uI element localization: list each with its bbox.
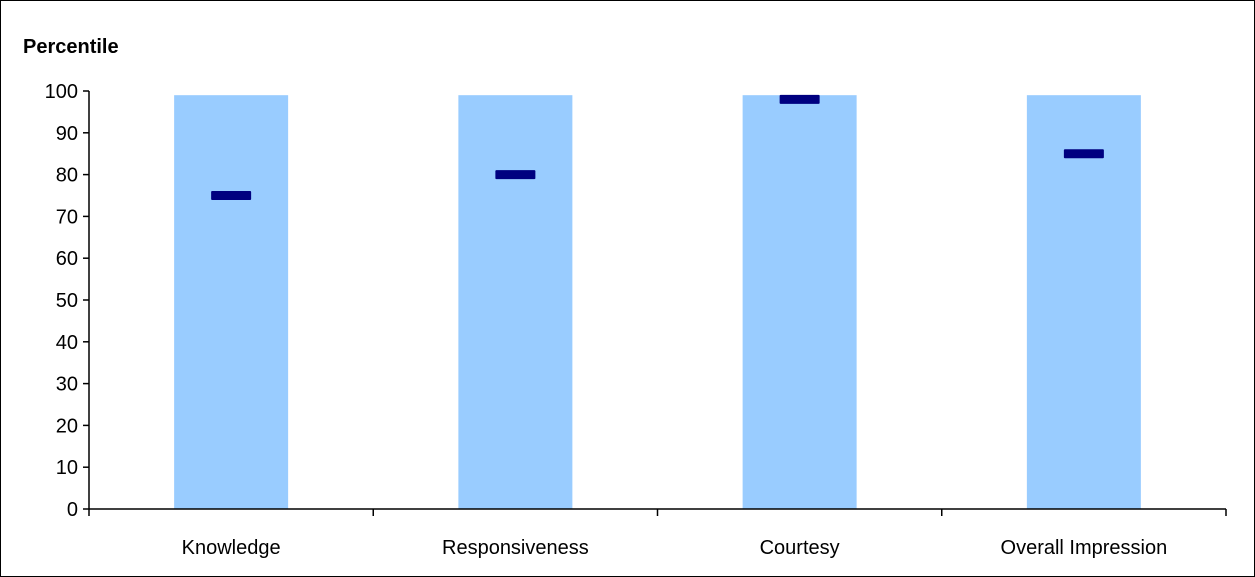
y-tick-label-100: 100	[45, 81, 78, 103]
bar-courtesy	[742, 95, 857, 510]
y-tick-label-90: 90	[56, 123, 78, 145]
y-tick-label-60: 60	[56, 248, 78, 270]
marker-overall-impression	[1063, 149, 1104, 159]
x-tick-label-responsiveness: Responsiveness	[442, 537, 589, 559]
y-tick-label-10: 10	[56, 457, 78, 479]
bar-overall-impression	[1026, 95, 1141, 510]
markers-layer	[211, 94, 1104, 200]
marker-knowledge	[211, 191, 252, 200]
marker-responsiveness	[495, 170, 536, 180]
y-tick-label-0: 0	[67, 499, 78, 521]
y-tick-label-40: 40	[56, 332, 78, 354]
x-tick-label-courtesy: Courtesy	[760, 537, 840, 559]
bar-knowledge	[174, 95, 289, 510]
y-tick-label-70: 70	[56, 206, 78, 228]
marker-courtesy	[779, 94, 820, 104]
y-tick-label-30: 30	[56, 374, 78, 396]
x-tick-label-knowledge: Knowledge	[182, 537, 281, 559]
y-tick-label-80: 80	[56, 165, 78, 187]
bar-responsiveness	[458, 95, 573, 510]
y-axis-title: Percentile	[23, 36, 119, 58]
bars-layer	[174, 95, 1141, 510]
y-tick-label-50: 50	[56, 290, 78, 312]
y-tick-label-20: 20	[56, 415, 78, 437]
ticks-layer: 0 10 20 30 40 50 60 70 80 90 100 Knowledge Responsiv…	[45, 81, 1227, 559]
x-tick-label-overall-impression: Overall Impression	[1001, 537, 1168, 559]
